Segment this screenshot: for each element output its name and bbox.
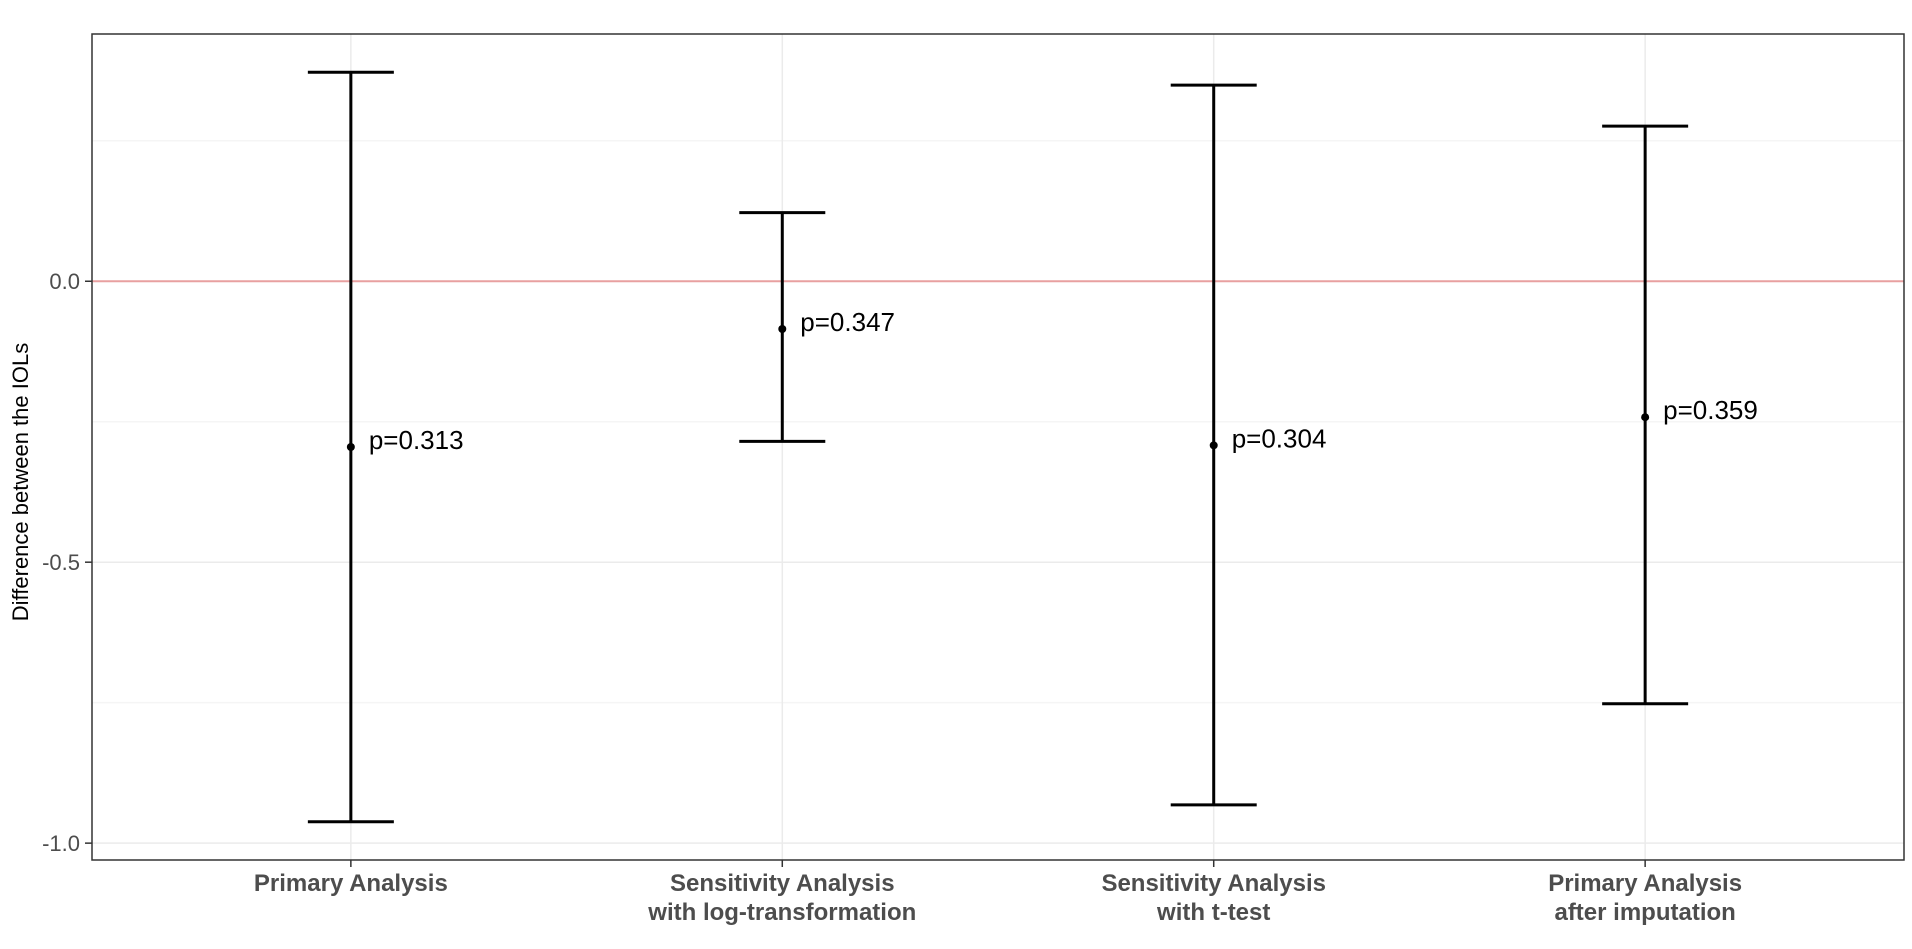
y-tick-label: -0.5 [42,550,80,575]
x-tick-label-line1: Primary Analysis [254,870,448,897]
grid-lines [92,34,1904,860]
p-value-label: p=0.359 [1663,395,1758,425]
x-axis-ticks: Primary Analysis Sensitivity Analysiswith… [254,860,1742,926]
x-tick-label-line2: with t-test [1156,899,1270,926]
x-tick-label-line2: with log-transformation [647,899,916,926]
error-bars [307,70,1689,824]
p-value-label: p=0.313 [369,425,464,455]
point-estimate [1209,441,1218,450]
y-tick-label: -1.0 [42,831,80,856]
point-estimates [346,325,1650,451]
x-tick-label-line1: Sensitivity Analysis [670,870,895,897]
point-estimate [778,325,787,333]
y-axis-title: Difference between the IOLs [8,343,33,621]
y-axis-ticks: -1.0 -0.5 0.0 [42,269,92,856]
y-tick-label: 0.0 [49,269,80,294]
x-tick-label-line1: Primary Analysis [1548,870,1742,897]
p-value-label: p=0.304 [1232,423,1327,453]
p-value-labels: p=0.313 p=0.347 p=0.304 p=0.359 [369,307,1758,455]
p-value-label: p=0.347 [800,307,895,337]
x-tick-label-line2: after imputation [1554,899,1735,926]
point-estimate [346,443,355,451]
x-tick-label-line1: Sensitivity Analysis [1101,870,1326,897]
point-estimate [1641,413,1650,422]
panel-border [91,33,1905,861]
